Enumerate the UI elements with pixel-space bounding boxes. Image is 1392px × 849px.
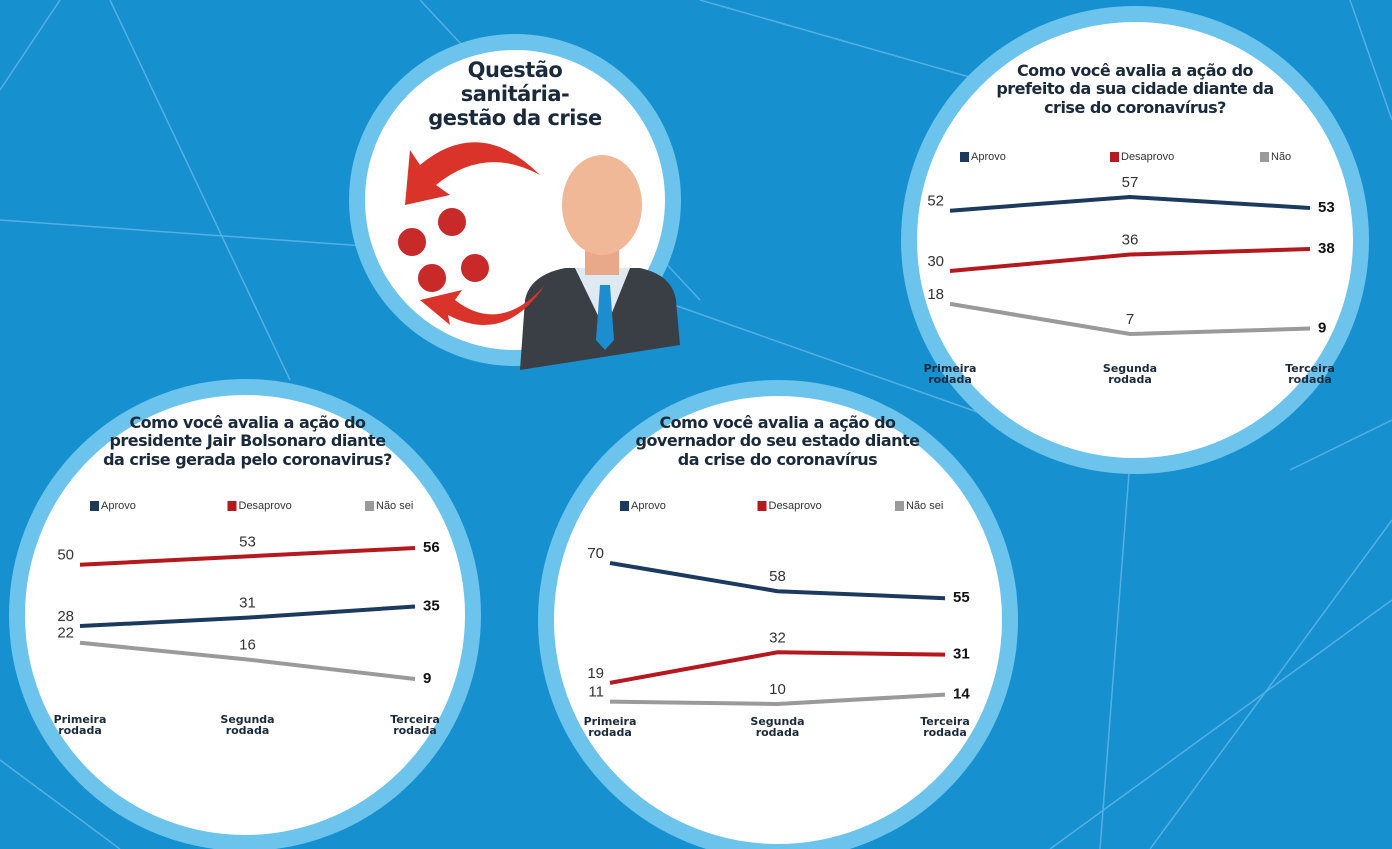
x-tick-label-box: Segunda rodada (220, 714, 275, 737)
x-tick-label: Terceira rodada (390, 714, 440, 737)
x-tick-label: Segunda rodada (750, 716, 805, 739)
x-tick-label-box: Terceira rodada (390, 714, 440, 737)
main-title-box: Questão sanitária-gestão da crise (428, 58, 602, 131)
x-tick-label-box: Terceira rodada (920, 716, 970, 739)
legend-swatch (1110, 152, 1119, 162)
x-tick-label: Segunda rodada (220, 714, 275, 737)
x-tick-label: Primeira rodada (53, 714, 107, 737)
legend-label: Aprovo (971, 151, 1006, 163)
legend-swatch (90, 501, 99, 511)
data-label: 22 (57, 625, 74, 642)
data-label: 53 (1318, 199, 1335, 216)
series-line (79, 546, 416, 567)
x-tick-label: Terceira rodada (1285, 363, 1335, 386)
chart-title: Como você avalia a ação do prefeito da s… (996, 62, 1274, 117)
chart-title-box: Como você avalia a ação do prefeito da s… (996, 62, 1274, 117)
data-label: 14 (953, 686, 970, 703)
data-label: 31 (239, 595, 256, 612)
series-line (949, 194, 1311, 213)
data-label: 7 (1126, 311, 1134, 328)
legend-label: Desaprovo (1121, 151, 1174, 163)
legend-label: Desaprovo (769, 500, 822, 512)
data-label: 28 (57, 608, 74, 625)
data-label: 30 (927, 253, 944, 270)
legend-label: Não sei (376, 500, 413, 512)
data-label: 57 (1122, 174, 1139, 191)
x-tick-label: Terceira rodada (920, 716, 970, 739)
data-label: 50 (57, 547, 74, 564)
data-label: 18 (927, 286, 944, 303)
data-label: 56 (423, 539, 440, 556)
illustration (398, 142, 680, 370)
series-line (949, 301, 1311, 337)
x-tick-label: Segunda rodada (1102, 363, 1158, 386)
legend-swatch (895, 501, 904, 511)
data-label: 35 (423, 598, 440, 615)
legend-swatch (960, 152, 969, 162)
data-label: 11 (588, 684, 604, 701)
legend-swatch (620, 501, 629, 511)
x-tick-label-box: Segunda rodada (750, 716, 805, 739)
legend-label: Aprovo (101, 500, 136, 512)
main-title: Questão sanitária-gestão da crise (428, 58, 602, 131)
chart-title: Como você avalia a ação do governador do… (635, 414, 920, 469)
x-tick-label-box: Terceira rodada (1285, 363, 1335, 386)
data-label: 16 (239, 636, 256, 653)
series-line (609, 650, 946, 685)
legend-swatch (227, 501, 237, 511)
chart-title-box: Como você avalia a ação do presidente Ja… (103, 414, 392, 469)
series-line (79, 640, 416, 681)
x-tick-label-box: Primeira rodada (923, 363, 977, 386)
x-tick-label: Primeira rodada (583, 716, 637, 739)
legend-label: Não sei (906, 500, 943, 512)
legend-swatch (757, 501, 767, 511)
data-label: 32 (769, 629, 786, 646)
data-label: 70 (587, 545, 604, 562)
x-tick-label-box: Primeira rodada (53, 714, 107, 737)
data-label: 31 (953, 646, 970, 663)
series-line (609, 692, 946, 707)
legend-swatch (1260, 152, 1269, 162)
data-label: 36 (1122, 232, 1139, 249)
legend-swatch (365, 501, 374, 511)
series-line (79, 604, 416, 629)
x-tick-label: Primeira rodada (923, 363, 977, 386)
series-line (949, 247, 1311, 273)
x-tick-label-box: Segunda rodada (1102, 363, 1158, 386)
legend-label: Aprovo (631, 500, 666, 512)
legend-label: Desaprovo (239, 500, 292, 512)
series-line (609, 561, 946, 601)
data-label: 19 (587, 665, 604, 682)
chart-title-box: Como você avalia a ação do governador do… (635, 414, 920, 469)
chart-circle (9, 379, 481, 849)
chart-circle (538, 380, 1018, 849)
chart-circle (901, 6, 1369, 474)
data-label: 9 (423, 670, 431, 687)
data-label: 58 (769, 568, 786, 585)
data-label: 55 (953, 589, 970, 606)
data-label: 10 (769, 681, 786, 698)
data-label: 9 (1318, 319, 1326, 336)
data-label: 38 (1318, 240, 1335, 257)
data-label: 52 (927, 193, 944, 210)
data-label: 53 (239, 533, 256, 550)
x-tick-label-box: Primeira rodada (583, 716, 637, 739)
legend-label: Não (1271, 151, 1291, 163)
chart-title: Como você avalia a ação do presidente Ja… (103, 414, 392, 469)
